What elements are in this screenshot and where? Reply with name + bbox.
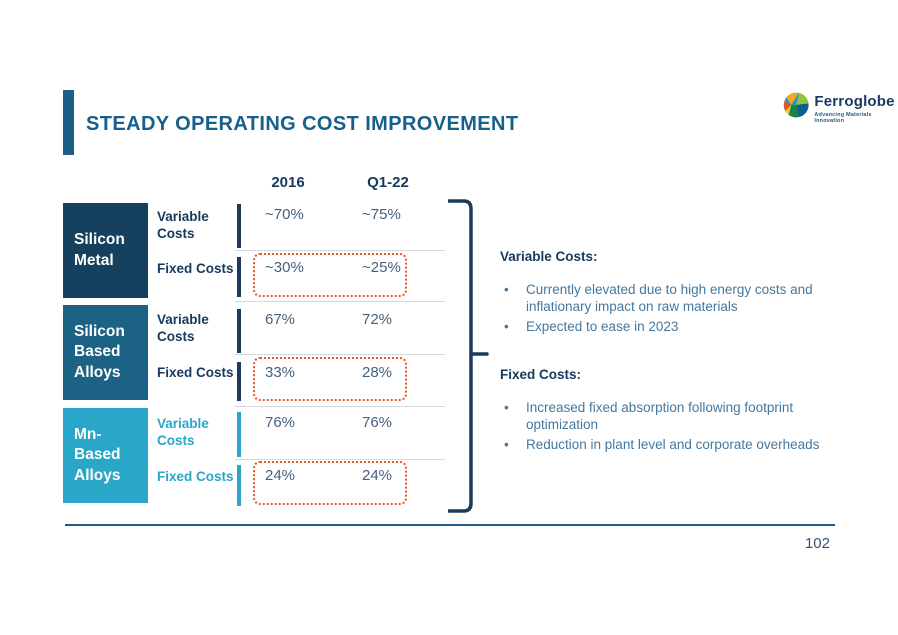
table-value: ~25% [362, 259, 401, 276]
category-block-silicon-based-alloys: Silicon Based Alloys [63, 305, 148, 400]
row-tick [237, 362, 241, 401]
table-value: 72% [362, 311, 393, 328]
title-accent-bar [63, 90, 74, 155]
page-number: 102 [804, 535, 830, 552]
table-value: 76% [362, 414, 393, 431]
note-section-variable-costs: Variable Costs: Currently elevated due t… [500, 249, 840, 337]
row-label: Variable Costs [157, 416, 209, 448]
company-logo: Ferroglobe Advancing Materials Innovatio… [783, 91, 898, 124]
note-bullet: Expected to ease in 2023 [500, 318, 840, 336]
logo-text: Ferroglobe Advancing Materials Innovatio… [814, 94, 898, 124]
category-block-mn-based-alloys: Mn-Based Alloys [63, 408, 148, 503]
row-divider [235, 250, 445, 251]
globe-icon [783, 92, 809, 118]
category-block-silicon-metal: Silicon Metal [63, 203, 148, 298]
note-section-fixed-costs: Fixed Costs: Increased fixed absorption … [500, 367, 840, 455]
row-tick [237, 309, 241, 353]
bracket-shape [448, 199, 489, 513]
row-label: Fixed Costs [157, 261, 234, 276]
table-value: ~75% [362, 206, 401, 223]
row-tick [237, 465, 241, 506]
row-label: Fixed Costs [157, 365, 234, 380]
column-header-2016: 2016 [271, 174, 305, 191]
table-value: 24% [265, 467, 296, 484]
note-bullet-list: Currently elevated due to high energy co… [500, 281, 840, 335]
row-label: Variable Costs [157, 209, 209, 241]
highlight-box [253, 357, 407, 401]
row-tick [237, 412, 241, 457]
row-divider [235, 354, 445, 355]
logo-name: Ferroglobe [814, 93, 895, 110]
row-divider [235, 301, 445, 302]
table-value: ~30% [265, 259, 304, 276]
logo-tagline: Advancing Materials Innovation [814, 112, 872, 124]
row-tick [237, 204, 241, 248]
table-value: ~70% [265, 206, 304, 223]
table-value: 76% [265, 414, 296, 431]
row-divider [235, 459, 445, 460]
highlight-box [253, 461, 407, 505]
note-bullet: Increased fixed absorption following foo… [500, 399, 840, 434]
note-heading: Variable Costs: [500, 249, 598, 264]
table-value: 33% [265, 364, 296, 381]
note-bullet-list: Increased fixed absorption following foo… [500, 399, 840, 453]
row-divider [235, 406, 445, 407]
highlight-box [253, 253, 407, 297]
footer-divider [65, 524, 835, 526]
page-title: STEADY OPERATING COST IMPROVEMENT [86, 113, 519, 135]
table-value: 24% [362, 467, 393, 484]
row-tick [237, 257, 241, 297]
row-label: Fixed Costs [157, 469, 234, 484]
row-label: Variable Costs [157, 312, 209, 344]
column-header-q1-22: Q1-22 [367, 174, 409, 191]
table-value: 67% [265, 311, 296, 328]
note-heading: Fixed Costs: [500, 367, 582, 382]
table-value: 28% [362, 364, 393, 381]
note-bullet: Reduction in plant level and corporate o… [500, 436, 840, 454]
note-bullet: Currently elevated due to high energy co… [500, 281, 840, 316]
